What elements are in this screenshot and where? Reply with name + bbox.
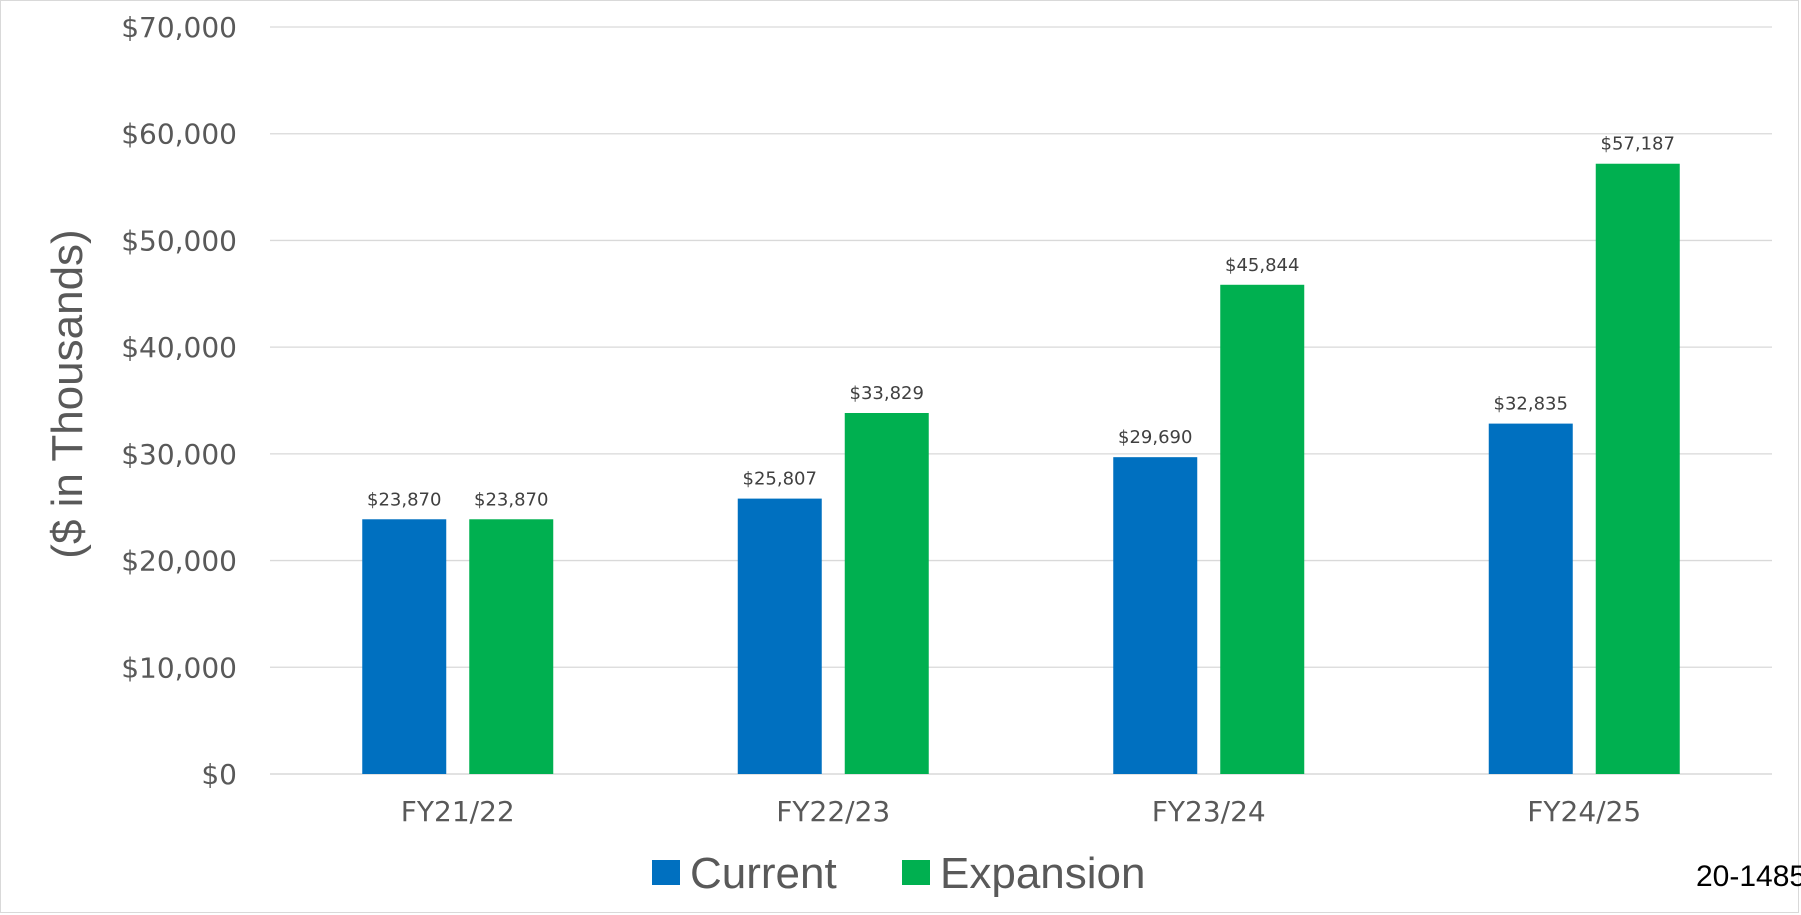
y-tick-label: $30,000: [121, 438, 237, 471]
bar-current-1: [362, 519, 447, 774]
data-label-current-2: $25,807: [743, 469, 817, 490]
bar-expansion-4: [1595, 163, 1680, 774]
data-label-current-1: $23,870: [367, 489, 441, 510]
y-tick-label: $60,000: [121, 118, 237, 151]
data-label-expansion-3: $45,844: [1225, 255, 1299, 276]
y-tick-label: $0: [201, 758, 237, 791]
x-axis-ticks: FY21/22 FY22/23 FY23/24 FY24/25: [401, 795, 1641, 828]
legend-swatch-expansion: [902, 860, 930, 885]
bar-current-3: [1113, 457, 1198, 774]
x-tick-label: FY21/22: [401, 795, 515, 828]
bar-current-2: [737, 498, 822, 774]
data-label-expansion-2: $33,829: [850, 383, 924, 404]
bar-current-4: [1488, 423, 1573, 774]
legend-swatch-current: [652, 860, 680, 885]
legend-label-current: Current: [690, 849, 837, 898]
y-tick-label: $10,000: [121, 651, 237, 684]
bar-expansion-1: [469, 519, 554, 774]
data-labels: $23,870 $23,870 $25,807 $33,829 $29,690 $45,8…: [367, 134, 1675, 511]
y-axis-label: ($ in Thousands): [43, 229, 92, 558]
data-label-current-4: $32,835: [1494, 394, 1568, 415]
legend: Current Expansion: [652, 849, 1145, 898]
y-tick-label: $50,000: [121, 224, 237, 257]
x-tick-label: FY23/24: [1152, 795, 1266, 828]
footer-code: 20-1485: [1696, 860, 1801, 893]
data-label-expansion-4: $57,187: [1601, 134, 1675, 155]
data-label-current-3: $29,690: [1118, 427, 1192, 448]
y-tick-label: $20,000: [121, 545, 237, 578]
y-axis-ticks: $0 $10,000 $20,000 $30,000 $40,000 $50,000 $60…: [121, 11, 237, 791]
y-tick-label: $40,000: [121, 331, 237, 364]
bar-expansion-2: [844, 412, 929, 774]
legend-label-expansion: Expansion: [940, 849, 1145, 898]
bars: [362, 163, 1680, 774]
y-tick-label: $70,000: [121, 11, 237, 44]
bar-expansion-3: [1220, 284, 1305, 774]
data-label-expansion-1: $23,870: [474, 489, 548, 510]
x-tick-label: FY24/25: [1527, 795, 1641, 828]
x-tick-label: FY22/23: [776, 795, 890, 828]
